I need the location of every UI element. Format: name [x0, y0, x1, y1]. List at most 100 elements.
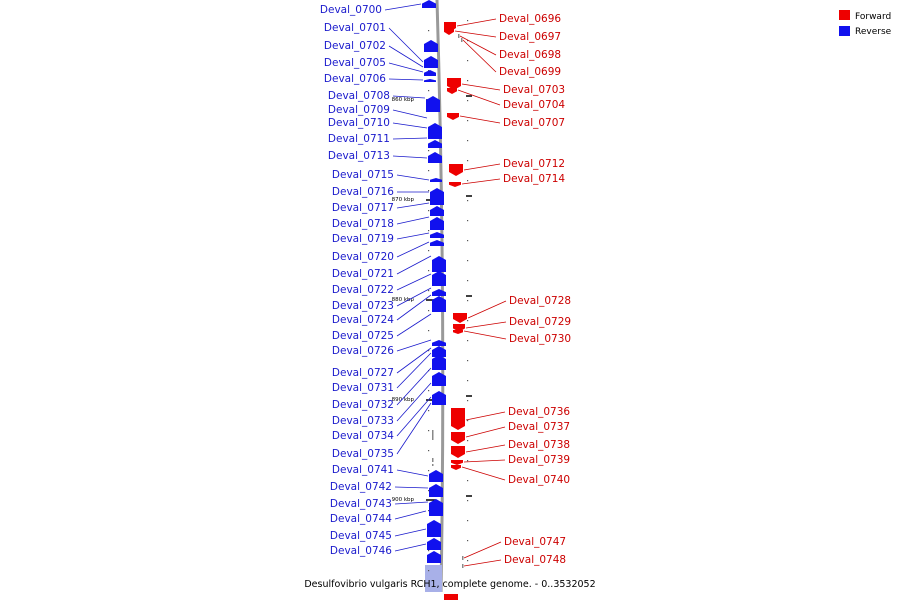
leader-line: [394, 510, 427, 520]
scale-dot: [428, 250, 430, 252]
leader-line: [396, 294, 432, 321]
gene-feature-reverse: [432, 430, 434, 440]
gene-label-reverse: Deval_0723: [332, 300, 394, 312]
gene-feature-forward: [444, 28, 454, 35]
gene-label-forward: Deval_0736: [508, 406, 570, 418]
gene-label-reverse: Deval_0722: [332, 284, 394, 296]
gene-feature-reverse: [430, 217, 444, 230]
scale-dot: [467, 400, 469, 402]
gene-label-reverse: Deval_0726: [332, 345, 394, 357]
scale-dot: [428, 270, 430, 272]
scale-dot: [428, 510, 430, 512]
scale-dot: [467, 500, 469, 502]
leader-line: [463, 559, 502, 567]
caption: Desulfovibrio vulgaris RCH1, complete ge…: [304, 579, 595, 590]
leader-line: [461, 178, 501, 185]
scale-dot: [428, 230, 430, 232]
scale-dot: [467, 460, 469, 462]
gene-feature-reverse: [429, 499, 443, 516]
scale-dot: [428, 190, 430, 192]
scale-dot: [428, 70, 430, 72]
leader-line: [465, 426, 506, 438]
gene-features: [422, 0, 467, 568]
leader-line: [396, 241, 430, 258]
leader-line: [392, 122, 428, 129]
gene-feature-reverse: [424, 79, 436, 82]
gene-feature-forward: [453, 313, 467, 323]
gene-label-reverse: Deval_0721: [332, 268, 394, 280]
leader-line: [392, 109, 428, 119]
gene-feature-reverse: [424, 70, 436, 76]
leader-line: [396, 273, 432, 291]
gene-label-forward: Deval_0697: [499, 31, 561, 43]
gene-feature-reverse: [430, 240, 444, 246]
gene-feature-reverse: [432, 289, 446, 296]
scale-dot: [467, 100, 469, 102]
leader-line: [392, 95, 426, 99]
scale-dot: [467, 300, 469, 302]
leader-line: [457, 89, 501, 106]
leader-line: [463, 330, 507, 340]
scale-dot: [467, 340, 469, 342]
leader-line: [396, 367, 432, 406]
gene-feature-forward: [462, 564, 464, 568]
legend-swatch-forward: [839, 10, 850, 20]
gene-feature-reverse: [428, 127, 442, 139]
leader-line: [459, 35, 497, 56]
leader-line: [465, 444, 506, 453]
gene-feature-forward: [449, 182, 461, 187]
tick-label: 860 kbp: [392, 97, 415, 103]
scale-dot: [428, 450, 430, 452]
leader-line: [396, 469, 429, 477]
gene-label-forward: Deval_0703: [503, 84, 565, 96]
scale-dot: [467, 480, 469, 482]
scale-dot: [467, 540, 469, 542]
scale-ticks: 860 kbp 870 kbp 880 kbp 890 kbp 900 kbp: [392, 95, 472, 503]
scale-dot: [467, 200, 469, 202]
scale-dot: [467, 560, 469, 562]
scale-dot: [428, 90, 430, 92]
label-leaders: [384, 3, 507, 567]
leader-line: [396, 202, 430, 209]
gene-label-reverse: Deval_0741: [332, 464, 394, 476]
gene-label-reverse: Deval_0720: [332, 251, 394, 263]
leader-line: [456, 18, 497, 27]
scale-dot: [428, 170, 430, 172]
gene-feature-reverse: [430, 206, 444, 216]
leader-line: [392, 137, 428, 140]
gene-label-forward: Deval_0737: [508, 421, 570, 433]
gene-feature-reverse: [432, 391, 446, 405]
gene-label-reverse: Deval_0733: [332, 415, 394, 427]
tick-label: 900 kbp: [392, 497, 415, 503]
gene-label-forward: Deval_0729: [509, 316, 571, 328]
gene-label-reverse: Deval_0702: [324, 40, 386, 52]
gene-feature-reverse: [426, 96, 440, 112]
gene-feature-reverse: [432, 372, 446, 386]
leader-line: [461, 83, 501, 91]
leader-line: [461, 466, 506, 481]
scale-dot: [467, 80, 469, 82]
scale-dot: [467, 420, 469, 422]
gene-feature-forward: [447, 113, 459, 120]
gene-label-reverse: Deval_0745: [330, 530, 392, 542]
scale-dot: [428, 550, 430, 552]
leader-line: [465, 411, 506, 421]
gene-feature-reverse: [430, 188, 444, 205]
scale-dot: [428, 290, 430, 292]
gene-labels: Deval_0696 Deval_0697 Deval_0698 Deval_0699…: [320, 4, 571, 566]
gene-feature-reverse: [428, 140, 442, 148]
gene-feature-reverse: [429, 470, 443, 482]
leader-line: [465, 321, 507, 329]
leader-line: [396, 402, 432, 455]
leader-line: [463, 459, 506, 463]
scale-dot: [428, 430, 430, 432]
gene-label-reverse: Deval_0718: [332, 218, 394, 230]
tick-label: 880 kbp: [392, 297, 415, 303]
gene-label-reverse: Deval_0706: [324, 73, 386, 85]
gene-label-reverse: Deval_0715: [332, 169, 394, 181]
leader-line: [459, 115, 501, 124]
leader-line: [394, 543, 427, 552]
gene-feature-reverse: [427, 538, 441, 550]
gene-feature-forward: [462, 556, 464, 560]
gene-label-reverse: Deval_0700: [320, 4, 382, 16]
